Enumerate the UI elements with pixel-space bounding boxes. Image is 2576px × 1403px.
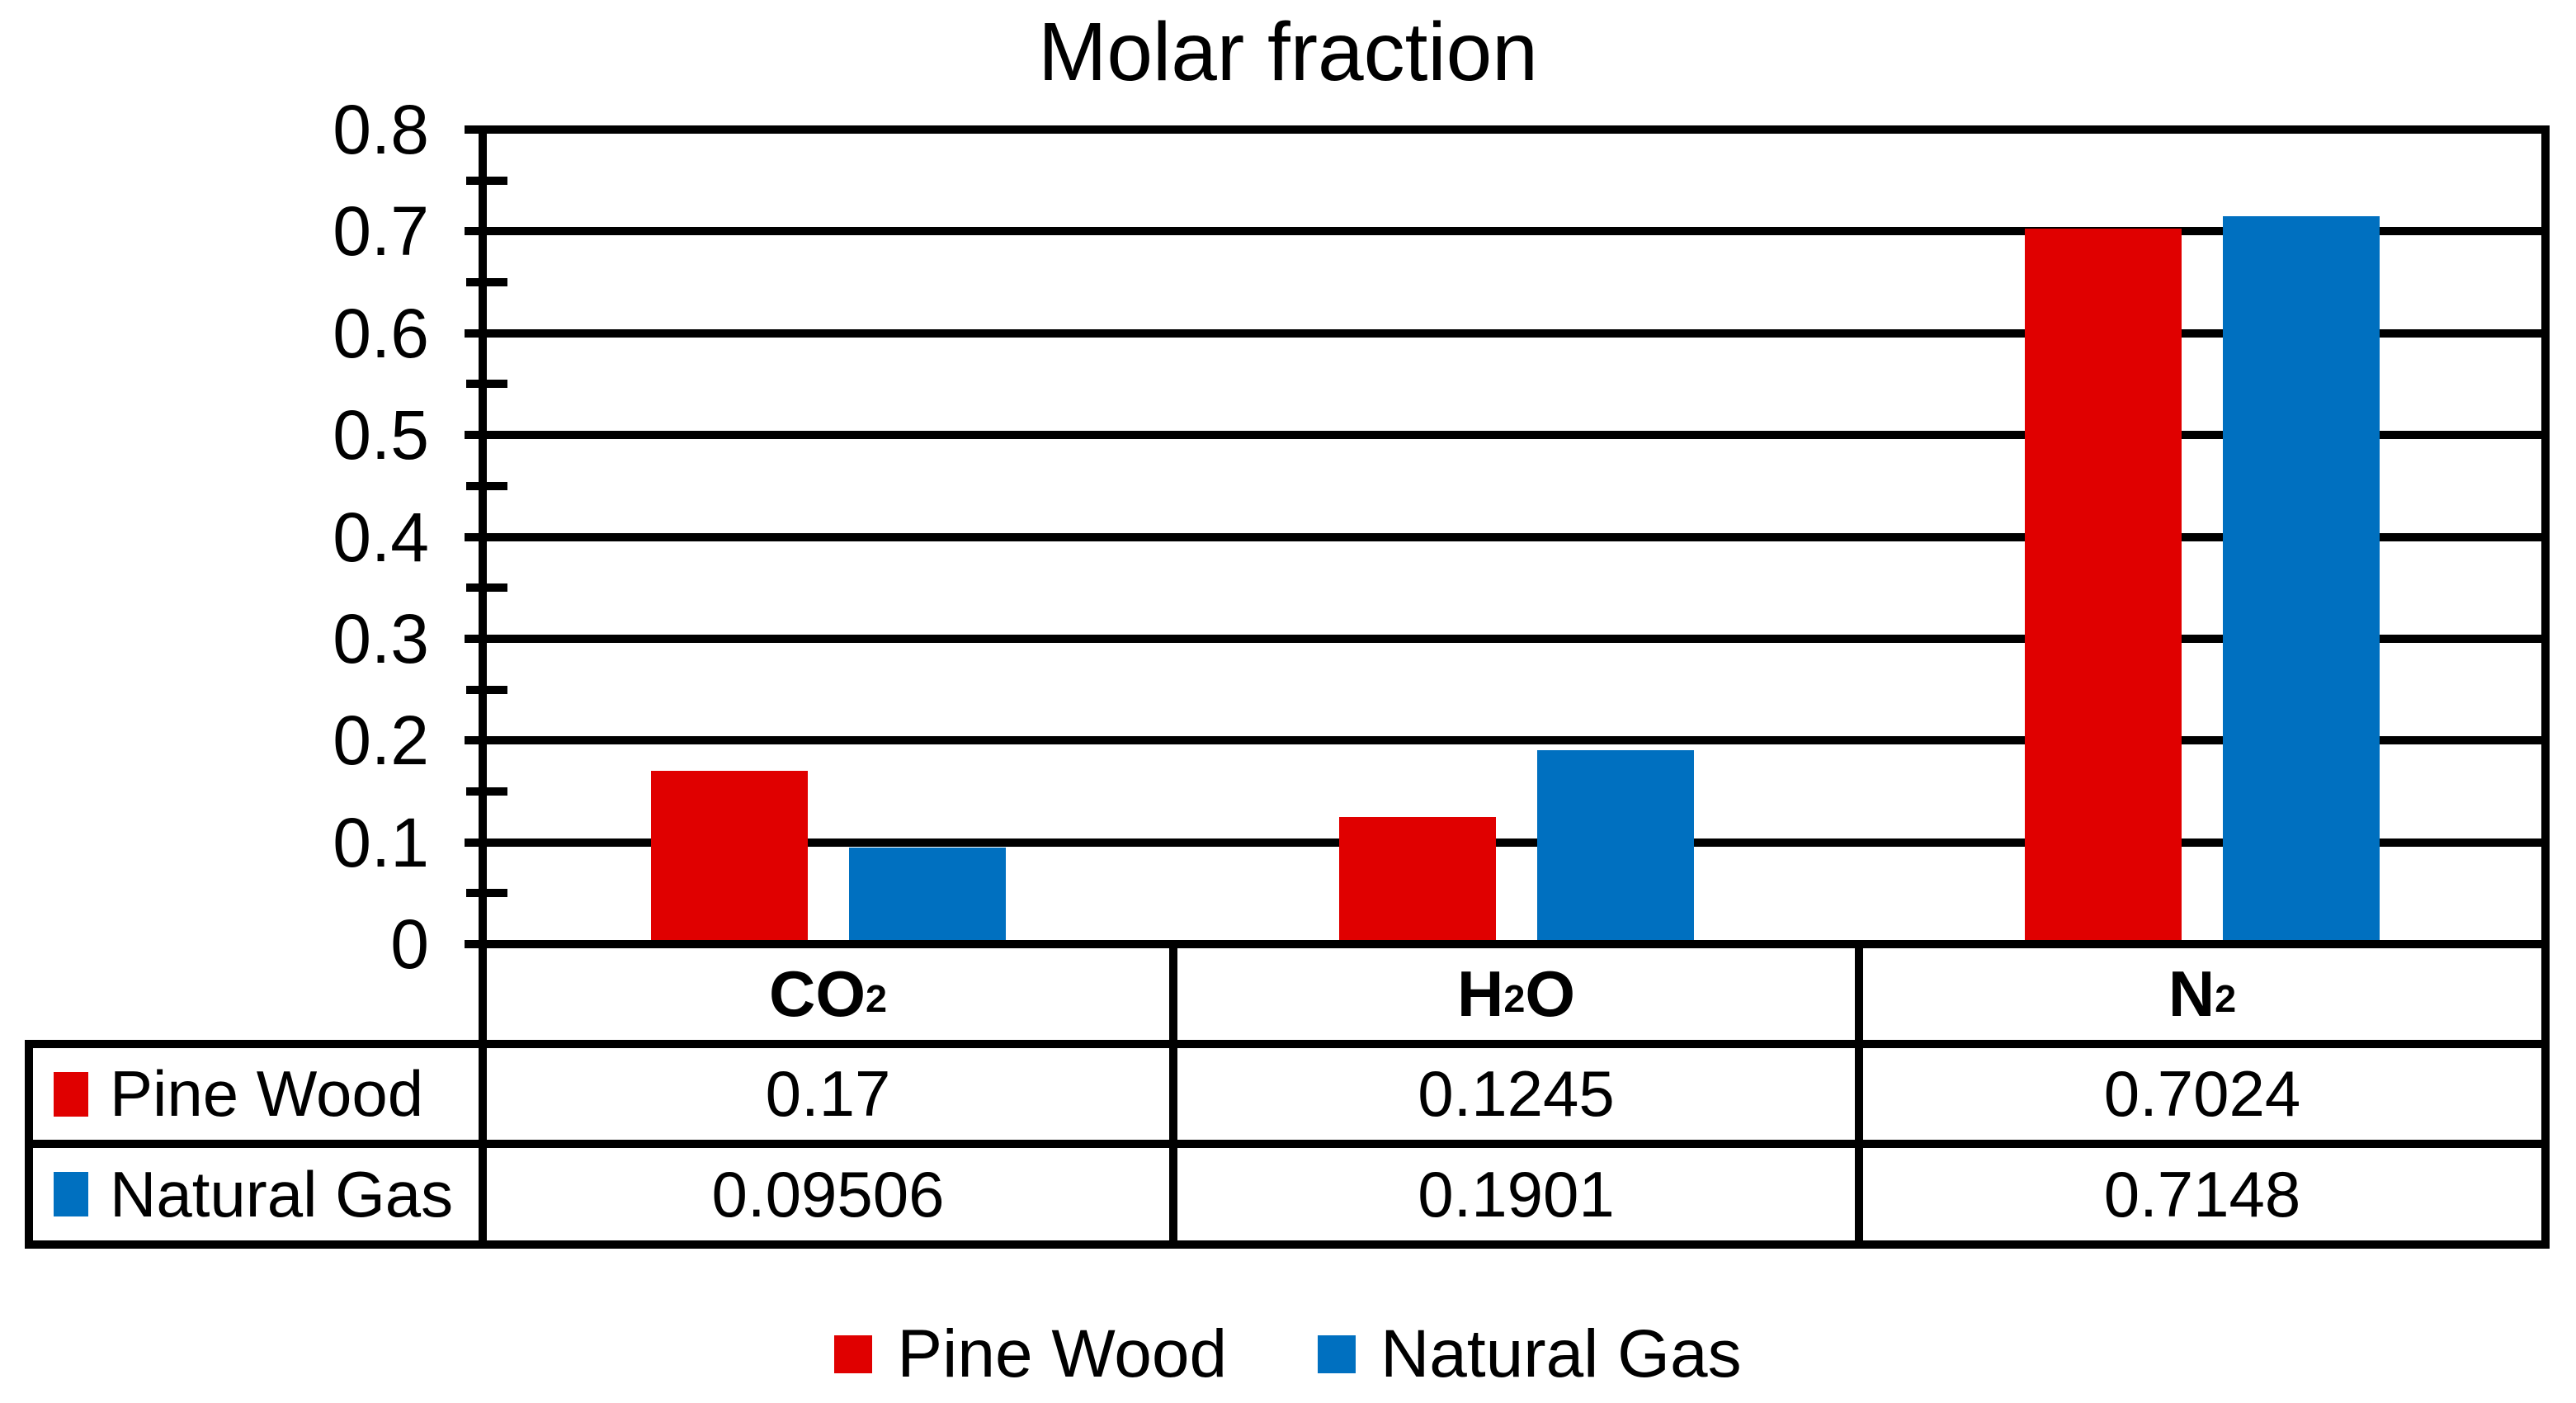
table-column-divider-1 [1169, 940, 1177, 1249]
legend-key-swatch-pine-wood [54, 1071, 88, 1117]
legend-item-natural-gas: Natural Gas [1318, 1316, 1742, 1393]
table-legend-key-pine-wood: Pine Wood [35, 1051, 494, 1137]
gridline-0.7 [465, 227, 2550, 236]
gridline-0.5 [465, 431, 2550, 440]
y-tick-label-0.8: 0.8 [333, 91, 429, 168]
legend-swatch-natural-gas [1318, 1335, 1356, 1373]
gridline-0.4 [465, 532, 2550, 541]
chart-legend: Pine Wood Natural Gas [0, 1316, 2576, 1393]
minor-tick-0.25 [466, 685, 507, 694]
legend-label-natural-gas: Natural Gas [1380, 1316, 1742, 1391]
table-value-h2o-pine-wood: 0.1245 [1418, 1057, 1615, 1130]
y-axis-line [479, 125, 487, 1249]
text-segment: H [1456, 957, 1504, 1030]
table-value-n2-natural-gas: 0.7148 [2103, 1157, 2301, 1231]
gridline-0.1 [465, 838, 2550, 847]
y-tick-label-0.3: 0.3 [333, 599, 429, 678]
legend-item-pine-wood: Pine Wood [834, 1316, 1227, 1393]
text-segment: O [1525, 957, 1576, 1030]
legend-key-swatch-natural-gas [54, 1172, 88, 1216]
y-tick-label-0.2: 0.2 [333, 702, 429, 780]
y-tick-label-0.1: 0.1 [333, 803, 429, 881]
table-value-h2o-natural-gas: 0.1901 [1418, 1157, 1615, 1231]
gridline-0.6 [465, 328, 2550, 338]
table-legend-key-natural-gas: Natural Gas [35, 1150, 494, 1238]
minor-tick-0.05 [466, 889, 507, 898]
table-value-n2-pine-wood: 0.7024 [2103, 1057, 2301, 1130]
y-tick-label-0.4: 0.4 [333, 498, 429, 576]
series-name-label: Pine Wood [110, 1057, 424, 1130]
y-tick-label-0: 0 [390, 905, 429, 983]
bar-pine-wood-co2 [650, 771, 808, 948]
y-tick-label-0.5: 0.5 [333, 396, 429, 475]
table-value-co2-natural-gas: 0.09506 [711, 1157, 945, 1231]
y-tick-label-0.6: 0.6 [333, 294, 429, 372]
minor-tick-0.35 [466, 583, 507, 593]
table-header-co2: CO 2 [768, 957, 888, 1030]
plot-right-border [2541, 125, 2550, 1249]
gridline-0.8 [465, 125, 2550, 134]
minor-tick-0.15 [466, 787, 507, 796]
x-axis-baseline [465, 940, 2550, 948]
y-tick-label-0.7: 0.7 [333, 192, 429, 271]
legend-label-pine-wood: Pine Wood [897, 1316, 1228, 1391]
table-row-line-3 [25, 1240, 2550, 1249]
chart-title: Molar fraction [1038, 6, 1538, 98]
table-value-co2-pine-wood: 0.17 [765, 1057, 891, 1130]
minor-tick-0.65 [466, 278, 507, 287]
table-column-divider-2 [1855, 940, 1863, 1249]
table-row-line-2 [25, 1140, 2550, 1148]
minor-tick-0.55 [466, 380, 507, 389]
series-name-label: Natural Gas [110, 1157, 454, 1231]
minor-tick-0.45 [466, 481, 507, 490]
bar-natural-gas-h2o [1536, 750, 1694, 948]
bar-natural-gas-n2 [2223, 216, 2380, 948]
minor-tick-0.75 [466, 176, 507, 185]
bar-pine-wood-h2o [1338, 817, 1496, 948]
gridline-0.3 [465, 634, 2550, 643]
bar-natural-gas-co2 [848, 847, 1006, 948]
gridline-0.2 [465, 736, 2550, 745]
legend-swatch-pine-wood [834, 1335, 873, 1373]
text-segment: CO [768, 957, 866, 1030]
text-segment: N [2168, 957, 2215, 1030]
bar-pine-wood-n2 [2025, 229, 2182, 948]
table-row-line-1 [25, 1040, 2550, 1048]
